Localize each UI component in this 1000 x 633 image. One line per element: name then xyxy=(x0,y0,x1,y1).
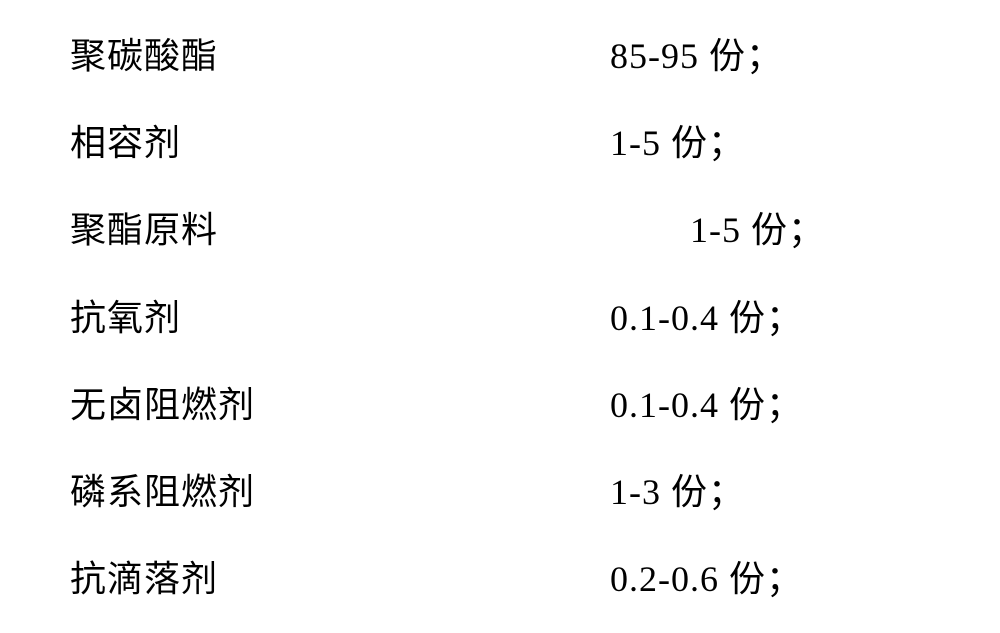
ingredient-label: 抗氧剂 xyxy=(70,297,610,340)
ingredients-table: 聚碳酸酯 85-95 份； 相容剂 1-5 份； 聚酯原料 1-5 份； 抗氧剂… xyxy=(70,35,930,601)
ingredient-label: 聚碳酸酯 xyxy=(70,35,610,78)
table-row: 相容剂 1-5 份； xyxy=(70,122,930,165)
ingredient-value: 85-95 份； xyxy=(610,35,783,78)
ingredient-label: 磷系阻燃剂 xyxy=(70,471,610,514)
ingredient-value: 0.2-0.6 份； xyxy=(610,558,803,601)
ingredient-label: 无卤阻燃剂 xyxy=(70,384,610,427)
table-row: 聚酯原料 1-5 份； xyxy=(70,209,930,252)
table-row: 磷系阻燃剂 1-3 份； xyxy=(70,471,930,514)
ingredient-value: 1-5 份； xyxy=(610,209,825,252)
ingredient-label: 聚酯原料 xyxy=(70,209,610,252)
table-row: 抗滴落剂 0.2-0.6 份； xyxy=(70,558,930,601)
ingredient-value: 1-3 份； xyxy=(610,471,745,514)
table-row: 抗氧剂 0.1-0.4 份； xyxy=(70,297,930,340)
ingredient-label: 抗滴落剂 xyxy=(70,558,610,601)
ingredient-value: 0.1-0.4 份； xyxy=(610,384,803,427)
table-row: 聚碳酸酯 85-95 份； xyxy=(70,35,930,78)
ingredient-value: 1-5 份； xyxy=(610,122,745,165)
table-row: 无卤阻燃剂 0.1-0.4 份； xyxy=(70,384,930,427)
ingredient-value: 0.1-0.4 份； xyxy=(610,297,803,340)
ingredient-label: 相容剂 xyxy=(70,122,610,165)
